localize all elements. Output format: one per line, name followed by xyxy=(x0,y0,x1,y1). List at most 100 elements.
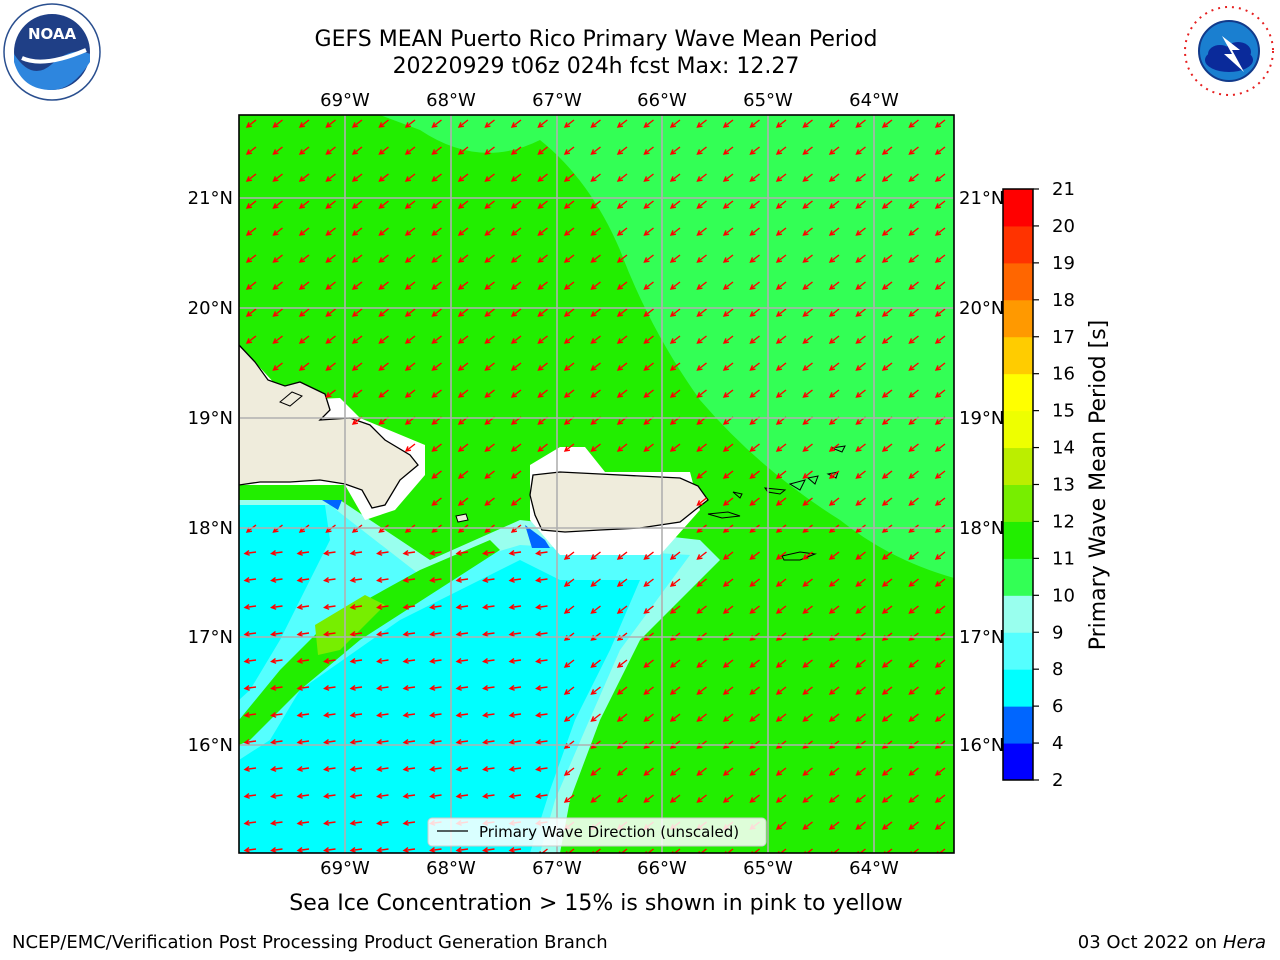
wave-direction-arrow xyxy=(455,657,469,664)
wave-direction-arrow xyxy=(669,146,681,155)
wave-direction-arrow xyxy=(855,335,866,344)
wave-direction-arrow xyxy=(508,738,522,745)
wave-direction-arrow xyxy=(537,173,548,182)
wave-direction-arrow xyxy=(404,389,416,398)
wave-direction-arrow xyxy=(272,119,283,128)
wave-direction-arrow xyxy=(934,470,946,479)
wave-direction-arrow xyxy=(243,549,257,556)
colorbar-tick-label: 21 xyxy=(1052,179,1075,200)
wave-direction-arrow xyxy=(484,119,495,128)
wave-direction-arrow xyxy=(669,443,681,452)
wave-direction-arrow xyxy=(298,281,310,290)
gridlines xyxy=(239,115,954,853)
wave-direction-arrow xyxy=(457,146,469,155)
wave-direction-arrow xyxy=(696,686,707,695)
wave-direction-arrow xyxy=(378,200,389,209)
wave-direction-arrow xyxy=(535,603,548,610)
wave-direction-arrow xyxy=(457,362,469,371)
wave-direction-arrow xyxy=(378,308,389,317)
wave-direction-arrow xyxy=(455,549,469,556)
colorbar-band xyxy=(1003,595,1033,633)
wave-direction-arrow xyxy=(563,551,575,560)
wave-direction-arrow xyxy=(828,254,840,263)
wave-direction-arrow xyxy=(349,684,363,691)
wave-direction-arrow xyxy=(934,605,946,614)
wave-direction-arrow xyxy=(404,335,416,344)
wave-direction-arrow xyxy=(402,711,416,718)
wave-direction-arrow xyxy=(323,684,336,691)
wave-direction-arrow xyxy=(855,794,866,803)
wave-direction-arrow xyxy=(376,711,389,718)
wave-direction-arrow xyxy=(351,254,363,263)
wave-direction-arrow xyxy=(590,335,601,344)
wave-direction-arrow xyxy=(378,362,389,371)
wave-direction-arrow xyxy=(855,659,866,668)
wave-direction-arrow xyxy=(722,146,734,155)
wave-direction-arrow xyxy=(431,254,442,263)
wave-direction-arrow xyxy=(908,173,919,182)
wave-direction-arrow xyxy=(563,713,575,722)
wave-direction-arrow xyxy=(881,281,893,290)
wave-direction-arrow xyxy=(775,821,787,830)
wave-direction-arrow xyxy=(775,686,787,695)
wave-direction-arrow xyxy=(802,443,813,452)
wave-direction-arrow xyxy=(881,551,893,560)
wave-direction-arrow xyxy=(881,227,893,236)
wave-direction-arrow xyxy=(934,227,946,236)
wave-direction-arrow xyxy=(376,630,389,637)
wave-direction-arrow xyxy=(402,549,416,556)
wave-direction-arrow xyxy=(696,119,707,128)
wave-direction-arrow xyxy=(802,578,813,587)
wave-direction-arrow xyxy=(855,173,866,182)
wave-direction-arrow xyxy=(482,792,495,799)
wave-direction-arrow xyxy=(376,846,389,853)
wave-direction-arrow xyxy=(749,308,760,317)
wave-direction-arrow xyxy=(402,576,416,583)
wave-direction-arrow xyxy=(616,362,628,371)
wave-direction-arrow xyxy=(535,738,548,745)
wave-direction-arrow xyxy=(325,335,336,344)
wave-direction-arrow xyxy=(828,362,840,371)
wave-direction-arrow xyxy=(908,551,919,560)
wave-direction-arrow xyxy=(722,389,734,398)
wave-direction-arrow xyxy=(775,119,787,128)
lon-label-top-68: 68°W xyxy=(426,90,476,111)
land-vieques xyxy=(707,511,741,519)
wave-direction-arrow xyxy=(457,470,469,479)
wave-direction-arrow xyxy=(590,281,601,290)
wave-direction-arrow xyxy=(828,308,840,317)
wave-direction-arrow xyxy=(296,603,310,610)
wave-direction-arrow xyxy=(828,146,840,155)
wave-direction-arrow xyxy=(563,173,575,182)
colorbar-band xyxy=(1003,669,1033,707)
wave-direction-arrow xyxy=(510,389,522,398)
wave-direction-arrow xyxy=(298,308,310,317)
wave-direction-arrow xyxy=(429,576,442,583)
wave-direction-arrow xyxy=(325,146,336,155)
wave-direction-arrow xyxy=(775,443,787,452)
wave-direction-arrow xyxy=(535,576,548,583)
land-puerto-rico xyxy=(529,471,709,533)
wave-direction-arrow xyxy=(563,578,575,587)
wave-direction-arrow xyxy=(563,254,575,263)
wave-direction-arrow xyxy=(349,630,363,637)
wave-direction-arrow xyxy=(429,657,442,664)
wave-direction-arrow xyxy=(351,281,363,290)
lat-label-left-21: 21°N xyxy=(188,188,233,209)
wave-direction-arrow xyxy=(696,443,707,452)
colorbar-band xyxy=(1003,743,1033,781)
wave-direction-arrow xyxy=(508,846,522,853)
wave-direction-arrow xyxy=(298,227,310,236)
wave-direction-arrow xyxy=(643,335,654,344)
colorbar-tick-label: 18 xyxy=(1052,290,1075,311)
wave-direction-arrow xyxy=(590,227,601,236)
land-mona-island xyxy=(455,513,469,523)
wave-direction-arrow xyxy=(323,630,336,637)
wave-direction-arrow xyxy=(563,389,575,398)
wave-direction-arrow xyxy=(908,200,919,209)
wave-direction-arrow xyxy=(510,173,522,182)
wave-direction-arrow xyxy=(590,686,601,695)
wave-direction-arrow xyxy=(296,549,310,556)
wave-direction-arrow xyxy=(934,821,946,830)
wave-direction-arrow xyxy=(378,389,389,398)
